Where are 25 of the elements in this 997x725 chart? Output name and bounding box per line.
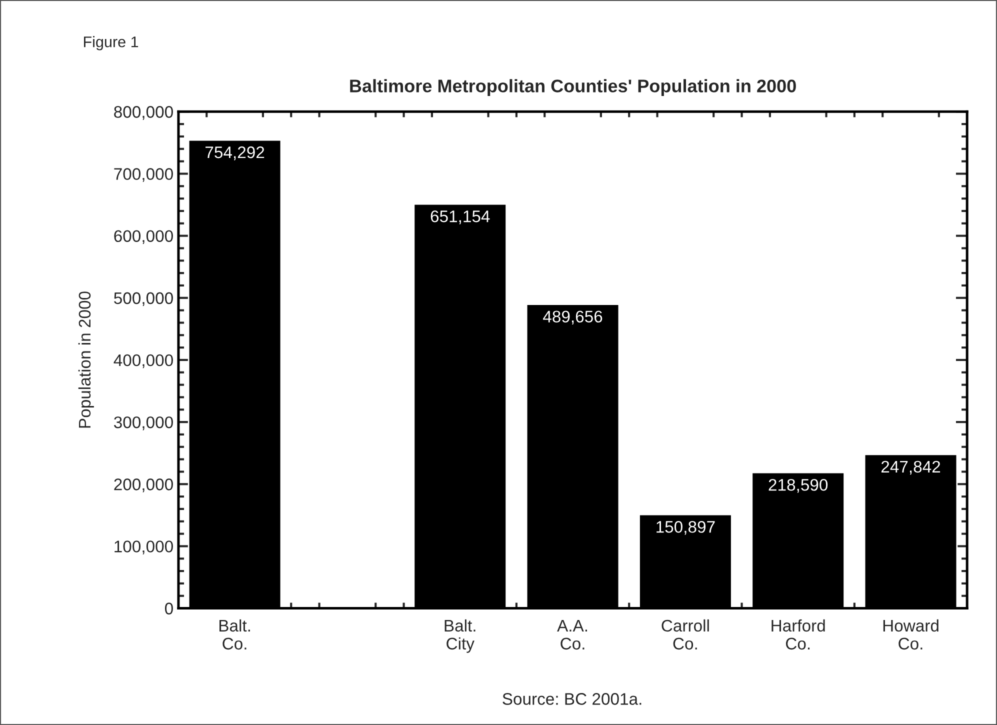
x-tick-label: Balt. Co. [219, 619, 250, 650]
x-tick-label: Balt. City [444, 619, 476, 653]
data-label: 489,656 [543, 310, 602, 324]
y-tick-label: 600,000 [114, 230, 173, 244]
y-tick-label: 500,000 [114, 292, 173, 306]
chart-title: Baltimore Metropolitan Counties' Population in 2000 [350, 79, 796, 96]
source-note: Source: BC 2001a. [502, 693, 642, 705]
caption: Figure 1 [84, 36, 138, 50]
y-tick-label: 400,000 [114, 354, 173, 368]
data-label: 150,897 [656, 521, 715, 535]
y-tick-label: 700,000 [114, 168, 173, 182]
x-tick-label: Harford Co. [772, 619, 825, 650]
y-tick-label: 100,000 [114, 540, 173, 554]
y-tick-label: 200,000 [114, 478, 173, 492]
y-axis-title: Population in 2000 [78, 292, 94, 428]
data-label: 651,154 [430, 210, 490, 224]
data-label: 754,292 [206, 146, 264, 160]
y-tick-label: 800,000 [114, 106, 173, 120]
data-label: 247,842 [881, 460, 940, 475]
x-tick-label: Howard Co. [883, 619, 938, 650]
y-tick-label: 0 [164, 602, 173, 614]
data-label: 218,590 [768, 478, 828, 493]
x-tick-label: A.A. Co. [557, 620, 587, 650]
x-tick-label: Carroll Co. [662, 619, 709, 650]
y-tick-label: 300,000 [114, 416, 173, 430]
